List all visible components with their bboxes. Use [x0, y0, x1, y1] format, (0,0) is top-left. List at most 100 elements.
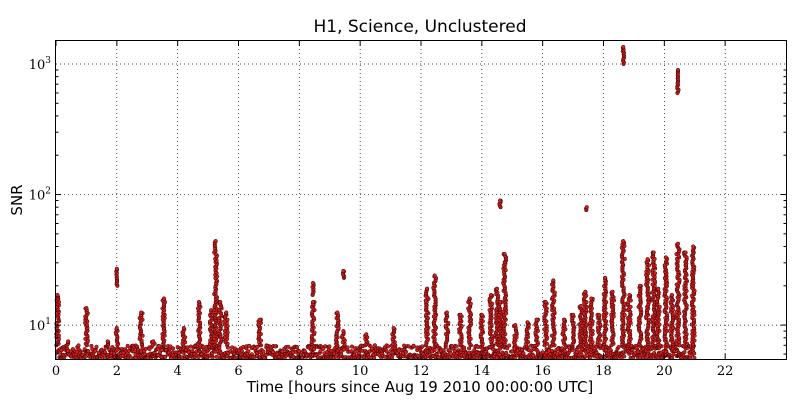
data-point: [273, 344, 278, 349]
data-point: [634, 346, 639, 351]
data-point: [583, 354, 588, 359]
data-point: [589, 296, 594, 301]
data-point: [507, 343, 512, 348]
data-point: [297, 349, 302, 354]
data-point: [364, 332, 369, 337]
data-point: [286, 344, 291, 349]
data-point: [161, 296, 167, 301]
data-point: [675, 241, 681, 246]
data-point: [390, 355, 395, 360]
data-point: [561, 317, 567, 322]
data-point: [157, 344, 162, 349]
data-point: [114, 325, 119, 331]
data-point: [105, 339, 110, 344]
data-point: [622, 354, 627, 359]
data-point: [683, 250, 688, 255]
x-tick-label: 8: [295, 364, 303, 379]
data-point: [327, 344, 332, 349]
data-point: [93, 348, 98, 353]
data-point: [454, 344, 459, 349]
x-axis-label: Time [hours since Aug 19 2010 00:00:00 U…: [246, 378, 594, 396]
data-point: [257, 317, 262, 322]
data-point: [83, 354, 88, 359]
data-point: [102, 350, 108, 355]
data-point: [411, 343, 416, 348]
x-tick-label: 10: [352, 364, 369, 379]
data-point: [218, 300, 223, 305]
scatter-points: [54, 44, 697, 361]
axis-ticks: 0 2 4 6 8 10 12 14 16 18 20 22 101 102 103: [29, 41, 786, 379]
chart-title: H1, Science, Unclustered: [313, 17, 526, 37]
data-point: [583, 289, 588, 294]
data-point: [318, 349, 323, 354]
data-point: [494, 286, 500, 291]
data-point: [185, 345, 190, 350]
data-point: [341, 329, 346, 334]
x-tick-label: 0: [52, 364, 60, 379]
data-point: [239, 349, 245, 354]
data-point: [505, 346, 510, 351]
data-point: [425, 286, 430, 291]
data-point: [691, 244, 696, 249]
data-point: [255, 344, 260, 349]
data-point: [139, 310, 144, 315]
data-point: [163, 354, 168, 360]
data-point: [151, 339, 156, 344]
data-point: [467, 296, 472, 301]
data-point: [498, 198, 503, 203]
data-point: [494, 355, 499, 360]
data-point: [125, 343, 130, 348]
data-point: [498, 300, 503, 305]
data-point: [571, 312, 576, 317]
data-point: [310, 280, 316, 286]
data-point: [246, 349, 251, 354]
data-point: [584, 205, 589, 210]
x-tick-label: 16: [534, 364, 551, 379]
data-point: [94, 344, 99, 349]
data-point: [637, 283, 643, 288]
data-point: [551, 278, 556, 283]
data-point: [543, 300, 548, 305]
data-point: [349, 349, 354, 354]
data-point: [645, 257, 650, 262]
data-point: [682, 350, 687, 355]
data-point: [280, 349, 285, 354]
data-point: [420, 344, 425, 349]
data-point: [479, 312, 484, 317]
data-point: [534, 317, 539, 322]
data-point: [224, 310, 229, 315]
data-point: [610, 289, 615, 294]
data-point: [181, 325, 186, 331]
data-point: [261, 349, 266, 354]
x-tick-label: 2: [113, 364, 121, 379]
data-point: [575, 349, 580, 355]
data-point: [171, 346, 176, 351]
y-tick-label: 103: [29, 56, 52, 73]
data-point: [391, 325, 396, 331]
data-point: [488, 292, 494, 298]
data-point: [310, 300, 316, 305]
data-point: [128, 355, 133, 360]
y-tick-label: 101: [29, 317, 51, 334]
data-point: [349, 344, 355, 349]
data-point: [432, 273, 437, 278]
x-tick-label: 14: [474, 364, 491, 379]
plot-frame: [55, 40, 787, 360]
data-point: [335, 310, 340, 315]
data-point: [386, 344, 391, 349]
data-point: [578, 303, 583, 309]
x-tick-label: 22: [717, 364, 734, 379]
data-point: [345, 345, 350, 350]
data-point: [115, 347, 120, 352]
x-tick-label: 18: [595, 364, 612, 379]
x-tick-label: 4: [174, 364, 182, 379]
data-point: [458, 312, 463, 317]
data-point: [66, 339, 71, 344]
data-point: [341, 268, 346, 273]
data-point: [157, 350, 163, 355]
data-point: [213, 239, 218, 244]
data-point: [403, 349, 409, 354]
data-point: [621, 44, 626, 50]
data-point: [432, 348, 437, 353]
